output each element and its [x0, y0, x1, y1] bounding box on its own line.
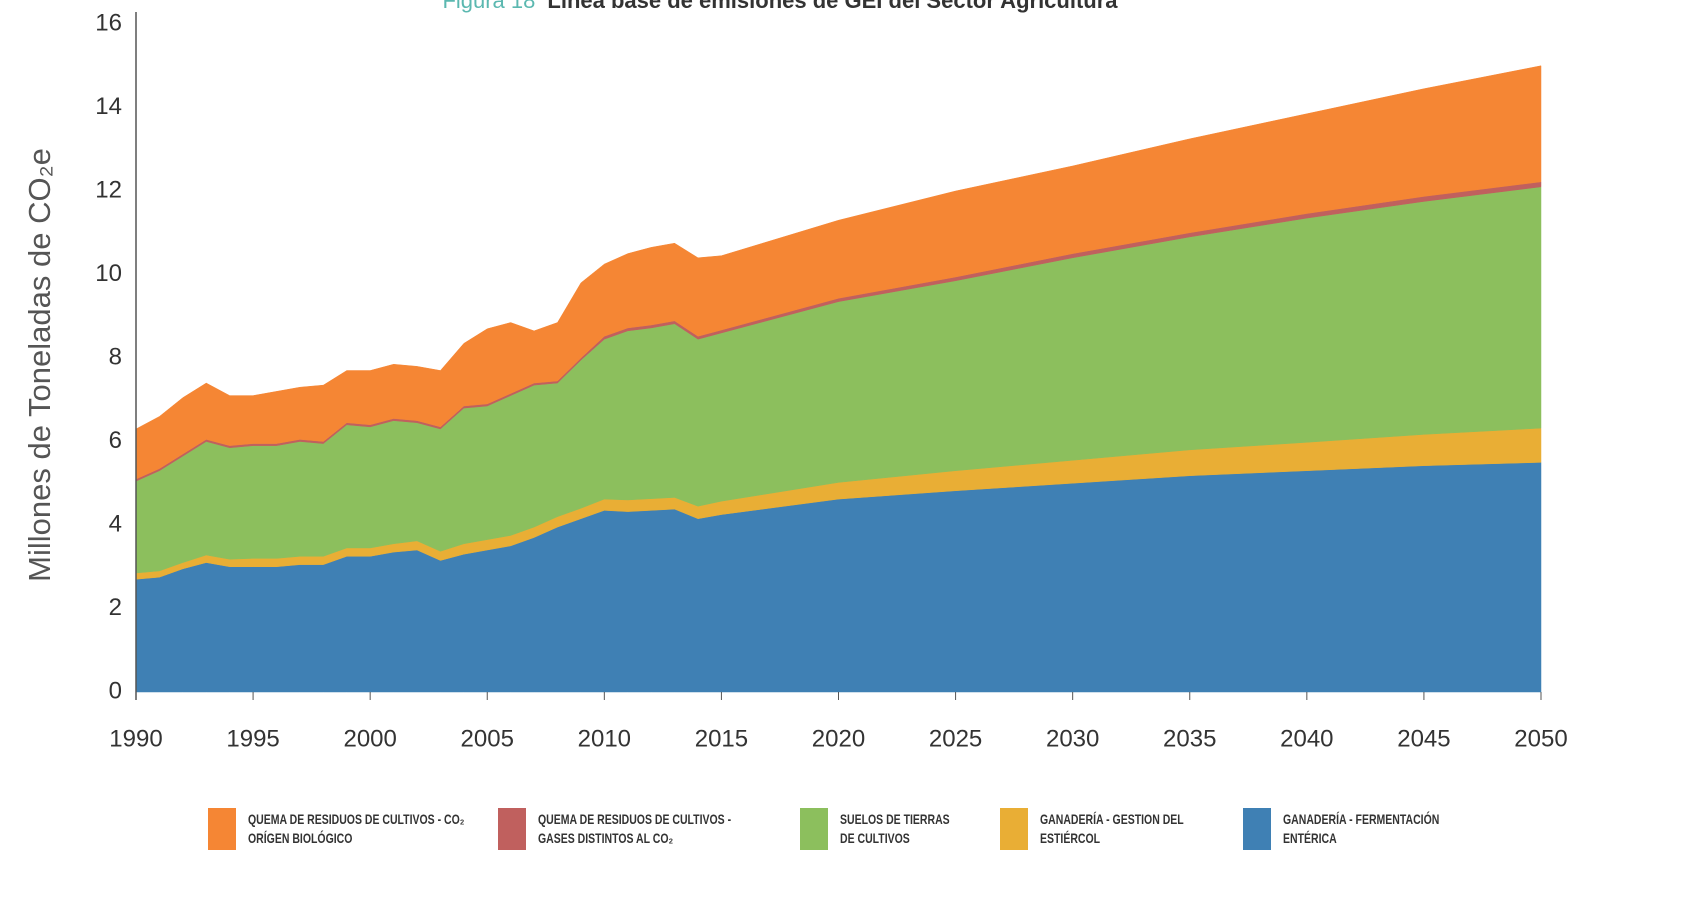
chart-title-group: Figura 18 Línea base de emisiones de GEI … [442, 0, 1118, 13]
x-tick-label: 1995 [226, 725, 279, 752]
x-tick-label: 2010 [578, 725, 631, 752]
x-tick-label: 2045 [1397, 725, 1450, 752]
legend-swatch [498, 808, 526, 850]
x-tick-label: 2015 [695, 725, 748, 752]
y-tick-label: 6 [109, 427, 122, 454]
legend-label: GANADERÍA - FERMENTACIÓN ENTÉRICA [1283, 811, 1440, 846]
area [135, 65, 1542, 480]
chart-title: Línea base de emisiones de GEI del Secto… [547, 0, 1118, 13]
legend-label: QUEMA DE RESIDUOS DE CULTIVOS - CO₂ ORÍG… [248, 811, 465, 846]
x-tick-label: 2050 [1514, 725, 1567, 752]
figure-label: Figura 18 [442, 0, 535, 13]
legend-swatch [1243, 808, 1271, 850]
legend-label: SUELOS DE TIERRAS DE CULTIVOS [840, 811, 950, 846]
legend-label: GANADERÍA - GESTION DEL ESTIÉRCOL [1040, 811, 1184, 846]
x-tick-label: 2030 [1046, 725, 1099, 752]
legend-swatch [1000, 808, 1028, 850]
x-tick-label: 2040 [1280, 725, 1333, 752]
y-tick-label: 16 [95, 9, 122, 36]
y-tick-label: 2 [109, 594, 122, 621]
x-tick-label: 2035 [1163, 725, 1216, 752]
y-tick-label: 12 [95, 176, 122, 203]
y-axis-label: Millones de Toneladas de CO₂e [22, 148, 57, 582]
y-tick-label: 14 [95, 93, 122, 120]
x-tick-label: 2000 [343, 725, 396, 752]
x-tick-label: 2020 [812, 725, 865, 752]
y-tick-label: 10 [95, 260, 122, 287]
y-tick-label: 0 [109, 677, 122, 704]
x-tick-label: 2025 [929, 725, 982, 752]
x-tick-label: 2005 [461, 725, 514, 752]
legend-label: QUEMA DE RESIDUOS DE CULTIVOS - GASES DI… [538, 811, 732, 846]
x-tick-label: 1990 [109, 725, 162, 752]
y-tick-label: 4 [109, 510, 122, 537]
chart: Figura 18 Línea base de emisiones de GEI … [22, 0, 1568, 752]
y-tick-label: 8 [109, 343, 122, 370]
legend-swatch [800, 808, 828, 850]
legend-swatch [208, 808, 236, 850]
